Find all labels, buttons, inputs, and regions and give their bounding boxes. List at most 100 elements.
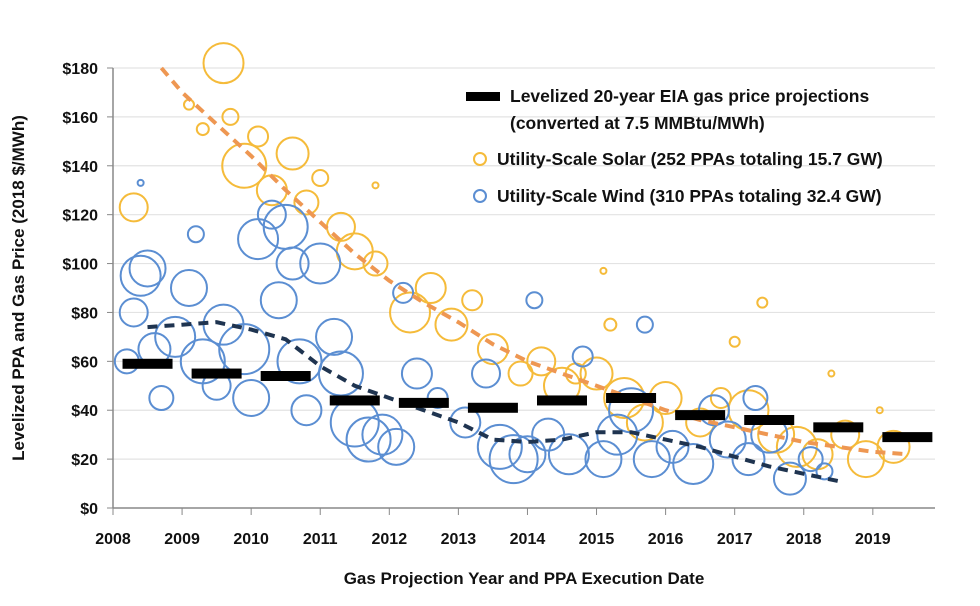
wind-ppa-bubble	[218, 323, 271, 376]
x-tick-label: 2019	[855, 531, 891, 548]
x-tick-label: 2016	[648, 531, 684, 548]
solar-ppa-bubble	[221, 107, 240, 126]
wind-ppa-bubble	[632, 440, 671, 479]
solar-ppa-bubble	[325, 211, 356, 242]
y-tick-label: $20	[71, 452, 98, 469]
y-tick-label: $180	[62, 61, 98, 78]
gridlines	[113, 67, 935, 460]
solar-ppa-bubble	[579, 356, 614, 391]
solar-ppa-bubble	[118, 192, 149, 223]
y-tick-label: $40	[71, 403, 98, 420]
wind-ppa-bubble	[584, 440, 623, 479]
wind-ppa-bubble	[772, 461, 807, 496]
wind-ppa-bubble	[119, 254, 162, 297]
y-tick-label: $0	[80, 501, 98, 518]
wind-ppa-bubble	[476, 423, 523, 470]
wind-ppa-bubble	[449, 406, 482, 439]
solar-ppa-bubble	[461, 289, 484, 312]
wind-ppa-bubble	[232, 379, 271, 417]
wind-ppa-bubble	[361, 413, 404, 456]
solar-ppa-bubble	[876, 429, 911, 464]
wind-ppa-bubble	[797, 446, 824, 473]
wind-ppa-bubble	[345, 416, 392, 463]
solar-ppa-bubble	[476, 333, 509, 366]
wind-ppa-bubble	[237, 218, 280, 261]
solar-ppa-bubble	[311, 169, 330, 187]
y-tick-label: $120	[62, 208, 98, 225]
wind-bubbles	[113, 178, 834, 496]
solar-trend-line	[159, 66, 908, 457]
x-tick-label: 2015	[579, 531, 615, 548]
wind-ppa-bubble	[136, 178, 145, 187]
gas-projection-mark	[882, 432, 933, 443]
solar-ppa-bubble	[756, 296, 769, 309]
solar-ppa-bubble	[221, 142, 268, 189]
wind-ppa-bubble	[118, 297, 149, 328]
wind-ppa-bubble	[315, 317, 354, 356]
gas-projection-mark	[122, 358, 173, 369]
wind-ppa-bubble	[508, 435, 547, 474]
y-tick-label: $140	[62, 159, 98, 176]
wind-ppa-bubble	[275, 246, 310, 281]
solar-ppa-bubble	[293, 189, 320, 216]
y-axis-title: Levelized PPA and Gas Price (2018 $/MWh)	[9, 115, 28, 461]
legend-gas-label: Levelized 20-year EIA gas price projecti…	[510, 86, 869, 106]
wind-ppa-bubble	[128, 249, 167, 288]
wind-ppa-bubble	[154, 315, 197, 358]
gas-projection-mark	[536, 395, 587, 406]
solar-ppa-bubble	[728, 335, 741, 348]
legend-wind-label: Utility-Scale Wind (310 PPAs totaling 32…	[497, 186, 882, 206]
solar-ppa-bubble	[775, 425, 818, 468]
solar-ppa-bubble	[202, 42, 245, 85]
wind-ppa-bubble	[471, 358, 502, 389]
gas-projection-marks	[122, 358, 933, 443]
legend-wind-swatch	[473, 189, 487, 203]
solar-ppa-bubble	[709, 387, 732, 409]
wind-ppa-bubble	[672, 443, 715, 485]
x-tick-label: 2014	[510, 531, 546, 548]
x-tick-label: 2010	[233, 531, 269, 548]
wind-ppa-bubble	[259, 281, 298, 320]
solar-ppa-bubble	[526, 346, 557, 377]
y-tick-label: $60	[71, 354, 98, 371]
solar-ppa-bubble	[247, 125, 270, 148]
gas-projection-mark	[744, 415, 795, 425]
legend-gas-swatch	[466, 92, 500, 101]
wind-ppa-bubble	[708, 420, 747, 459]
solar-ppa-bubble	[599, 266, 608, 275]
wind-ppa-bubble	[815, 462, 834, 481]
legend-solar-label: Utility-Scale Solar (252 PPAs totaling 1…	[497, 149, 883, 169]
gas-projection-mark	[675, 410, 726, 421]
x-tick-label: 2011	[303, 531, 338, 548]
wind-ppa-bubble	[635, 315, 654, 334]
wind-ppa-bubble	[525, 291, 544, 310]
wind-ppa-bubble	[392, 281, 415, 304]
solar-ppa-bubble	[371, 181, 380, 190]
legend-solar-swatch	[473, 152, 487, 166]
wind-ppa-bubble	[547, 433, 590, 476]
axes: $0 $20 $40 $60 $80 $100 $120 $140 $160 $180 2008 20…	[62, 61, 935, 548]
wind-ppa-bubble	[186, 225, 205, 244]
gas-projection-mark	[467, 402, 518, 413]
gas-projection-mark	[191, 368, 242, 379]
wind-ppa-bubble	[571, 345, 594, 368]
solar-ppa-bubble	[389, 291, 432, 334]
solar-ppa-bubble	[414, 272, 447, 304]
gas-projection-mark	[329, 395, 380, 406]
wind-ppa-bubble	[531, 417, 566, 452]
wind-ppa-bubble	[731, 442, 766, 477]
wind-ppa-bubble	[488, 434, 539, 485]
x-tick-label: 2008	[95, 531, 131, 548]
trend-lines	[147, 66, 908, 484]
x-tick-label: 2009	[164, 531, 200, 548]
solar-ppa-bubble	[507, 360, 534, 387]
y-tick-label: $160	[62, 110, 98, 127]
x-tick-label: 2017	[717, 531, 753, 548]
gas-projection-mark	[606, 393, 657, 403]
legend-gas-label-2: (converted at 7.5 MMBtu/MWh)	[510, 113, 765, 133]
solar-ppa-bubble	[434, 307, 469, 342]
gas-projection-mark	[260, 371, 311, 381]
solar-ppa-bubble	[603, 317, 618, 332]
solar-ppa-bubble	[827, 369, 836, 378]
